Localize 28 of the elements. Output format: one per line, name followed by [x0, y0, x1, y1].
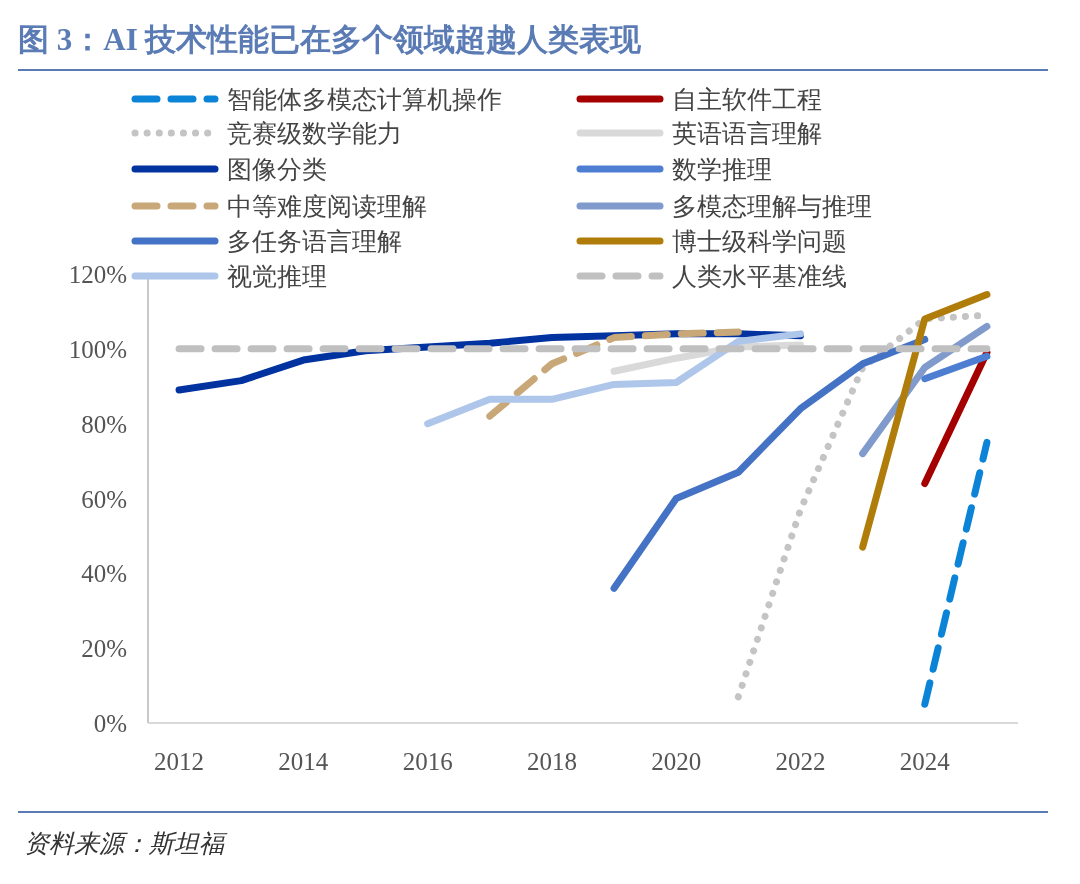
x-tick-label: 2024	[899, 748, 951, 775]
y-tick-label: 20%	[81, 635, 127, 663]
y-tick-label: 0%	[93, 710, 127, 737]
x-tick-label: 2016	[402, 748, 453, 775]
x-tick-label: 2014	[278, 748, 329, 775]
legend-label: 数学推理	[672, 156, 772, 183]
y-tick-label: 80%	[81, 410, 127, 438]
x-tick-label: 2012	[154, 748, 205, 775]
text: 资料来源：斯坦福	[24, 830, 228, 857]
legend-label: 竞赛级数学能力	[227, 120, 402, 147]
legend-label: 图像分类	[227, 156, 327, 183]
legend-label: 博士级科学问题	[672, 228, 847, 255]
x-tick-label: 2018	[526, 748, 577, 775]
legend-label: 人类水平基准线	[672, 263, 847, 290]
y-tick-label: 120%	[68, 261, 127, 288]
y-tick-label: 100%	[68, 335, 127, 363]
legend-label: 视觉推理	[227, 263, 327, 290]
legend-label: 智能体多模态计算机操作	[227, 86, 502, 113]
chart-title: 图 3：AI 技术性能已在多个领域超越人类表现	[18, 22, 643, 57]
y-tick-label: 60%	[81, 485, 127, 513]
legend-label: 中等难度阅读理解	[227, 193, 427, 220]
legend-label: 多任务语言理解	[227, 228, 402, 255]
x-tick-label: 2020	[651, 748, 702, 775]
legend-label: 自主软件工程	[672, 86, 822, 113]
y-tick-label: 40%	[81, 560, 127, 588]
legend-label: 英语语言理解	[672, 120, 822, 147]
legend-label: 多模态理解与推理	[672, 193, 872, 220]
x-tick-label: 2022	[775, 748, 826, 775]
